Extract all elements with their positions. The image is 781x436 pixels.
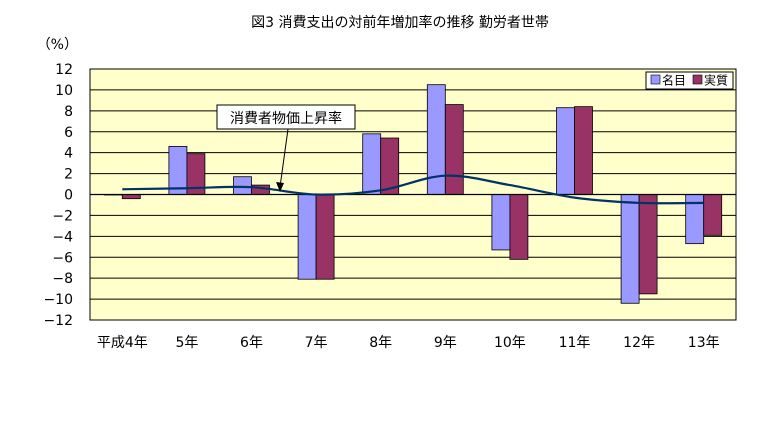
y-axis-unit-label: （%） [37, 37, 78, 53]
x-tick-label: 8年 [369, 335, 392, 351]
x-tick-label: 平成4年 [97, 335, 148, 351]
y-tick-label: −8 [52, 271, 73, 287]
bar-real [315, 194, 335, 280]
y-tick-label: 8 [64, 104, 73, 120]
x-tick-label: 7年 [305, 335, 328, 351]
bar-real [574, 106, 593, 195]
callout-label: 消費者物価上昇率 [230, 110, 342, 127]
bar-real [509, 194, 529, 260]
bar-nominal [620, 194, 640, 304]
bar-nominal [556, 107, 575, 195]
callout-arrow-head [276, 182, 284, 192]
x-tick-label: 6年 [240, 335, 263, 351]
legend-swatch-real [692, 74, 703, 85]
y-tick-label: 6 [64, 125, 73, 141]
bar-nominal [233, 176, 252, 195]
bar-real [444, 104, 464, 195]
bar-nominal [491, 194, 511, 251]
bar-nominal [362, 133, 382, 195]
y-tick-label: 12 [55, 62, 73, 78]
y-tick-label: −6 [52, 250, 73, 266]
bar-real [703, 194, 723, 236]
bar-nominal [297, 194, 317, 280]
bars [103, 84, 723, 304]
callout-arrow-line [279, 128, 289, 188]
cpi-line [122, 174, 704, 205]
legend-label-nominal: 名目 [662, 73, 686, 88]
price-line [122, 174, 704, 205]
legend-swatch-nominal [650, 74, 661, 85]
legend-label-real: 実質 [704, 73, 728, 88]
y-tick-label: −2 [52, 208, 73, 224]
y-tick-label: 0 [64, 188, 73, 204]
chart-title: 図3 消費支出の対前年増加率の推移 勤労者世帯 [251, 14, 549, 31]
y-tick-label: −12 [43, 313, 73, 329]
bar-real [121, 194, 141, 200]
callout-box [216, 104, 356, 130]
legend: 名目 実質 [645, 71, 734, 90]
y-tick-label: 10 [55, 83, 73, 99]
x-tick-label: 9年 [434, 335, 457, 351]
x-tick-label: 5年 [175, 335, 198, 351]
x-tick-label: 11年 [559, 335, 591, 351]
x-tick-label: 10年 [494, 335, 526, 351]
y-tick-label: −4 [52, 229, 73, 245]
y-tick-label: 2 [64, 167, 73, 183]
x-tick-label: 13年 [688, 335, 720, 351]
bar-real [638, 194, 658, 295]
x-axis-ticks: 平成4年 5年 6年 7年 8年 9年 10年 11年 12年 13年 [97, 335, 720, 351]
y-tick-label: −10 [43, 292, 73, 308]
legend-box [645, 71, 734, 90]
cpi-callout: 消費者物価上昇率 [216, 104, 356, 192]
y-tick-label: 4 [64, 146, 73, 162]
y-axis-ticks: −12 −10 −8 −6 −4 −2 0 2 4 6 8 10 12 [43, 62, 73, 329]
x-tick-label: 12年 [623, 335, 655, 351]
